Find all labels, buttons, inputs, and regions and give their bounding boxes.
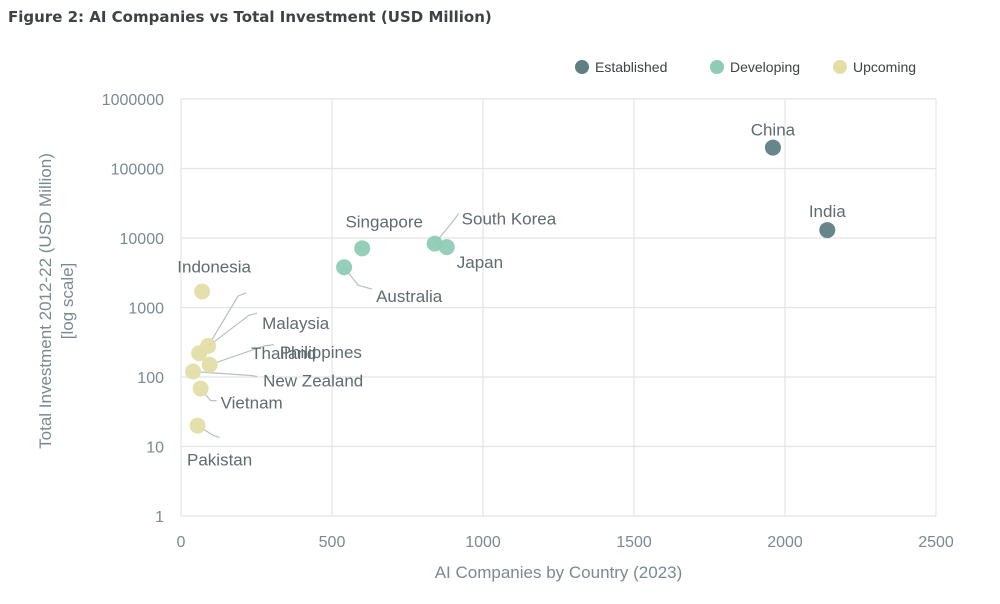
y-tick-labels: 1 10 100 1000 10000 100000 1000000 [102,92,164,526]
y-tick-label: 1000000 [102,92,164,109]
data-point-japan [438,239,455,256]
x-tick-label: 1500 [616,534,652,551]
data-point-india [819,222,836,239]
data-point-indonesia [194,283,211,300]
legend-label-established: Established [595,59,667,75]
x-tick-labels: 0 500 1000 1500 2000 2500 [177,534,954,551]
legend-marker-established [575,60,589,74]
point-label: Australia [376,287,443,306]
data-point-south-korea [426,235,443,252]
legend-label-developing: Developing [730,59,800,75]
point-label: Japan [457,253,503,272]
legend-marker-upcoming [833,60,847,74]
data-point-pakistan [189,417,206,434]
grid-lines [180,98,937,517]
x-tick-label: 2500 [918,534,954,551]
x-tick-label: 500 [319,534,346,551]
legend: Established Developing Upcoming [575,59,916,75]
point-labels: China India Singapore South Korea Japan Austr… [177,121,846,470]
point-label: India [809,202,846,221]
y-tick-label: 10 [146,440,164,457]
y-tick-label: 10000 [120,231,165,248]
point-label: Thailand [251,344,316,363]
legend-label-upcoming: Upcoming [853,59,916,75]
figure-title: Figure 2: AI Companies vs Total Investme… [8,8,492,26]
point-label: New Zealand [263,371,363,390]
x-tick-label: 2000 [767,534,803,551]
x-tick-label: 1000 [465,534,501,551]
point-label: Malaysia [262,314,330,333]
y-axis-label: Total Investment 2012-22 (USD Million) [36,153,55,449]
leader-line [193,370,258,378]
data-point-philippines [201,356,218,373]
data-point-new-zealand [185,363,202,380]
data-point-china [764,139,781,156]
x-tick-label: 0 [177,534,186,551]
point-label: Indonesia [177,257,251,276]
y-tick-label: 1000 [128,301,164,318]
y-tick-label: 100 [137,370,164,387]
data-point-australia [336,259,353,276]
point-label: Vietnam [221,394,283,413]
point-label: South Korea [462,210,557,229]
y-axis-label-scale: [log scale] [58,263,77,340]
data-point-malaysia [191,345,208,362]
data-point-vietnam [192,380,209,397]
data-points [185,139,836,434]
point-label: Philippines [280,343,362,362]
leader-line [434,213,460,245]
leader-line [209,344,274,366]
leader-line [207,292,247,347]
point-label: Singapore [345,212,423,231]
point-label: China [751,121,796,140]
y-tick-label: 1 [155,509,164,526]
y-tick-label: 100000 [111,162,164,179]
legend-marker-developing [710,60,724,74]
data-point-singapore [354,240,371,257]
point-label: Pakistan [187,451,252,470]
leader-line [198,312,258,354]
x-axis-label: AI Companies by Country (2023) [435,563,683,582]
